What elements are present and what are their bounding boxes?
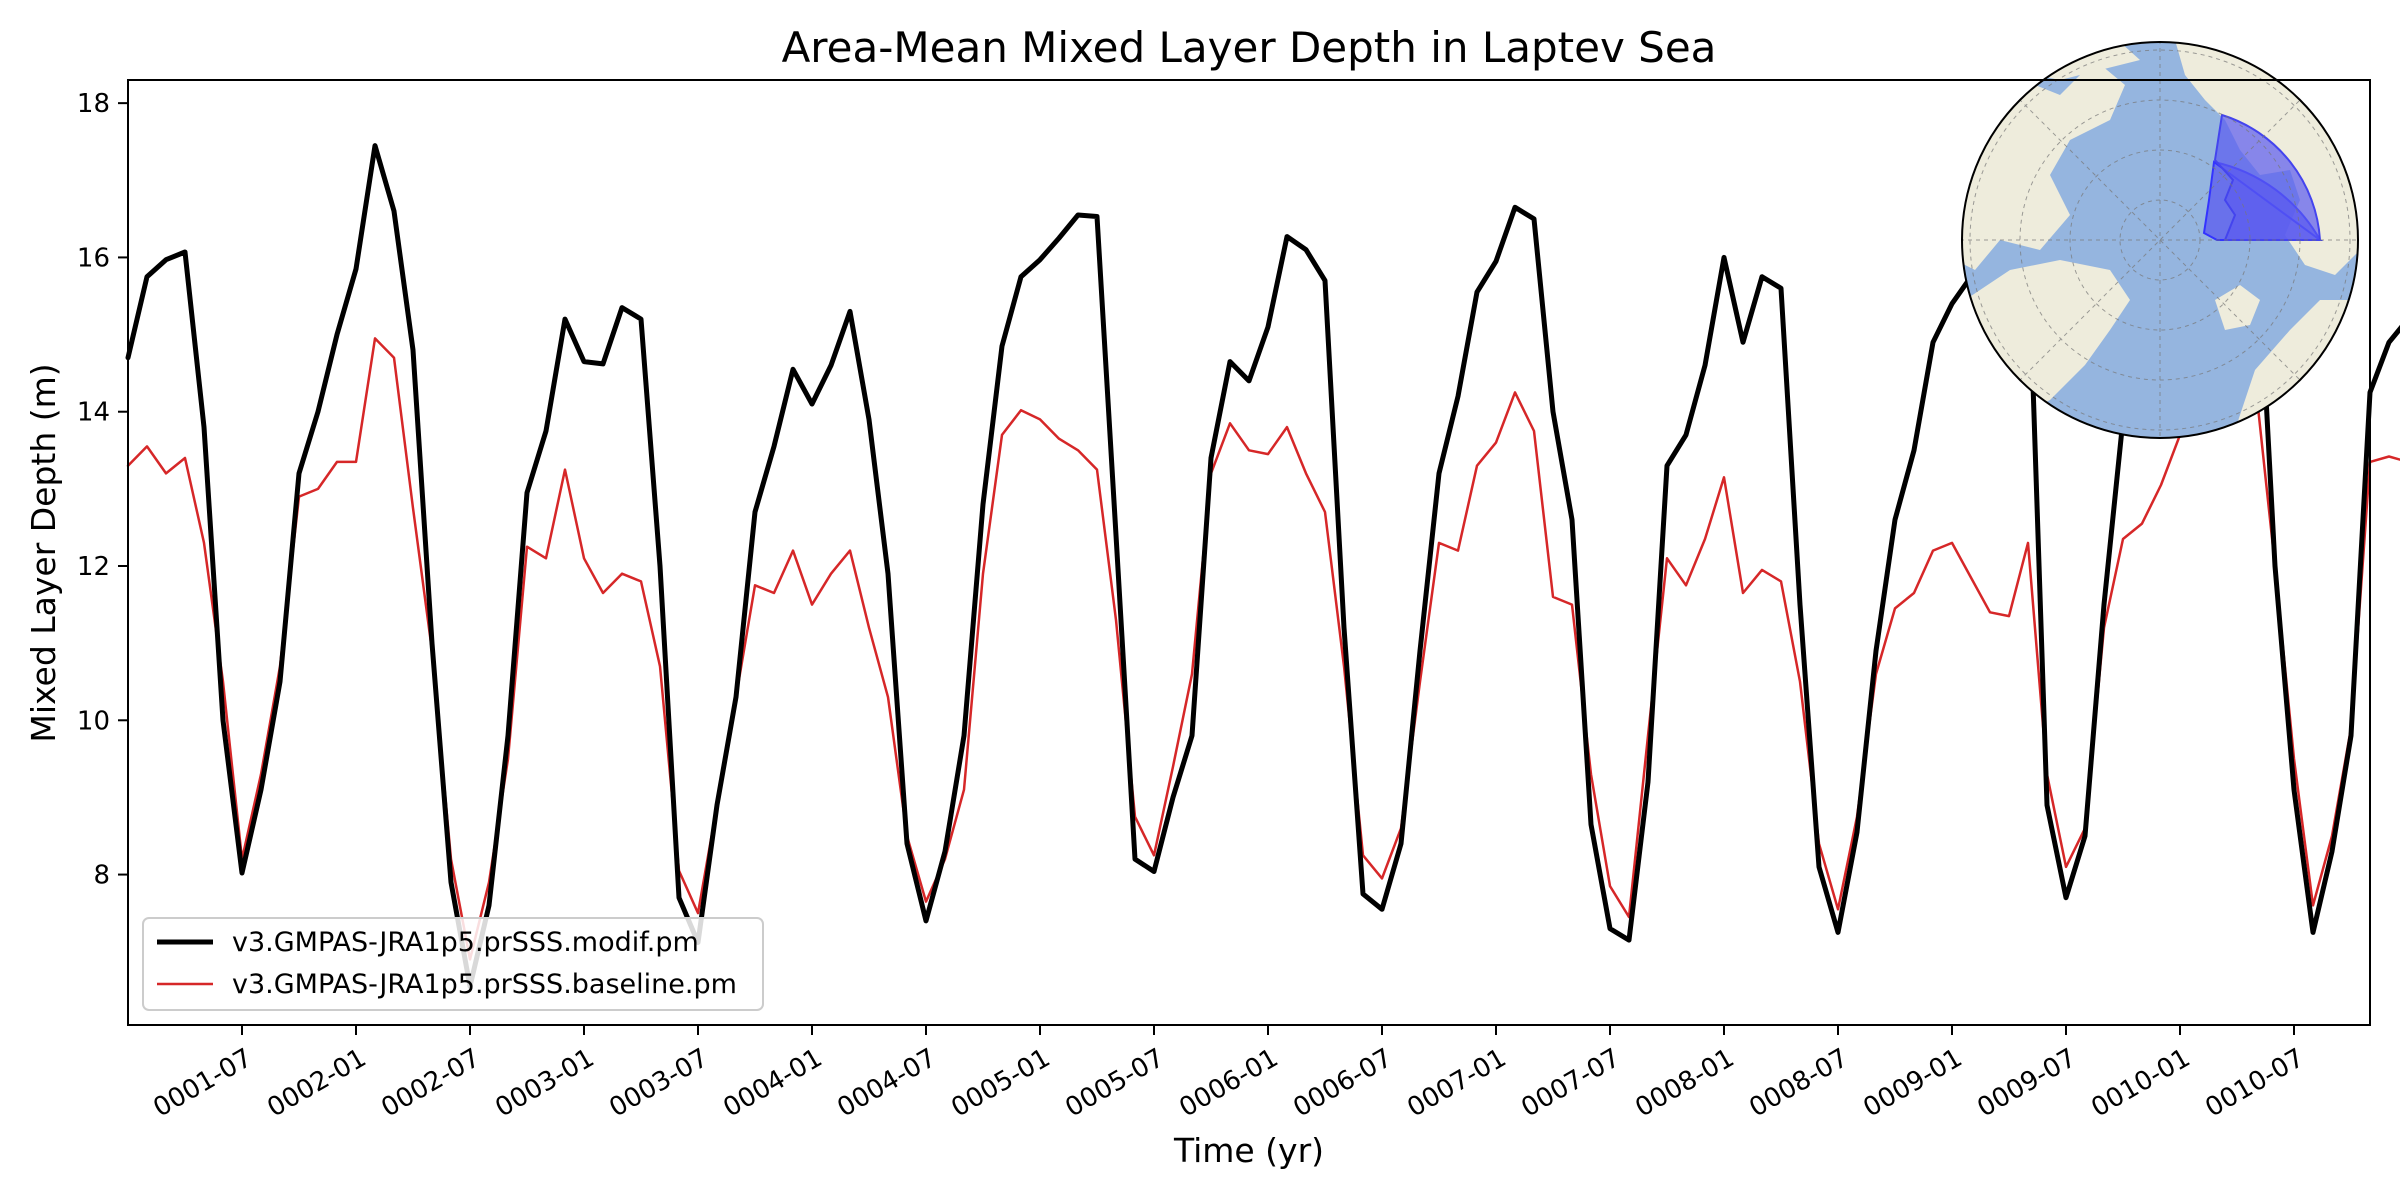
- y-axis: 8 10 12 14 16 18: [77, 89, 128, 891]
- y-tick-label: 16: [77, 243, 110, 273]
- chart-title: Area-Mean Mixed Layer Depth in Laptev Se…: [782, 23, 1717, 72]
- y-tick-label: 10: [77, 706, 110, 736]
- y-tick-label: 18: [77, 89, 110, 119]
- y-tick-label: 12: [77, 552, 110, 582]
- legend-label-baseline: v3.GMPAS-JRA1p5.prSSS.baseline.pm: [232, 969, 737, 1000]
- inset-border: [1961, 41, 2359, 439]
- legend-label-modif: v3.GMPAS-JRA1p5.prSSS.modif.pm: [232, 927, 699, 958]
- inset-land-svalbard: [2215, 285, 2260, 330]
- x-axis-label: Time (yr): [1173, 1131, 1324, 1170]
- y-tick-label: 14: [77, 398, 110, 428]
- legend-box: [142, 917, 764, 1011]
- inset-graticule: [1962, 42, 2358, 438]
- inset-laptev-sector-wedge: [2213, 113, 2322, 241]
- y-axis-label: Mixed Layer Depth (m): [24, 363, 63, 742]
- y-tick-label: 8: [93, 861, 110, 891]
- series-line-baseline: [126, 337, 2400, 961]
- legend: v3.GMPAS-JRA1p5.prSSS.modif.pm v3.GMPAS-…: [142, 917, 764, 1011]
- plot-frame: [127, 79, 2371, 1026]
